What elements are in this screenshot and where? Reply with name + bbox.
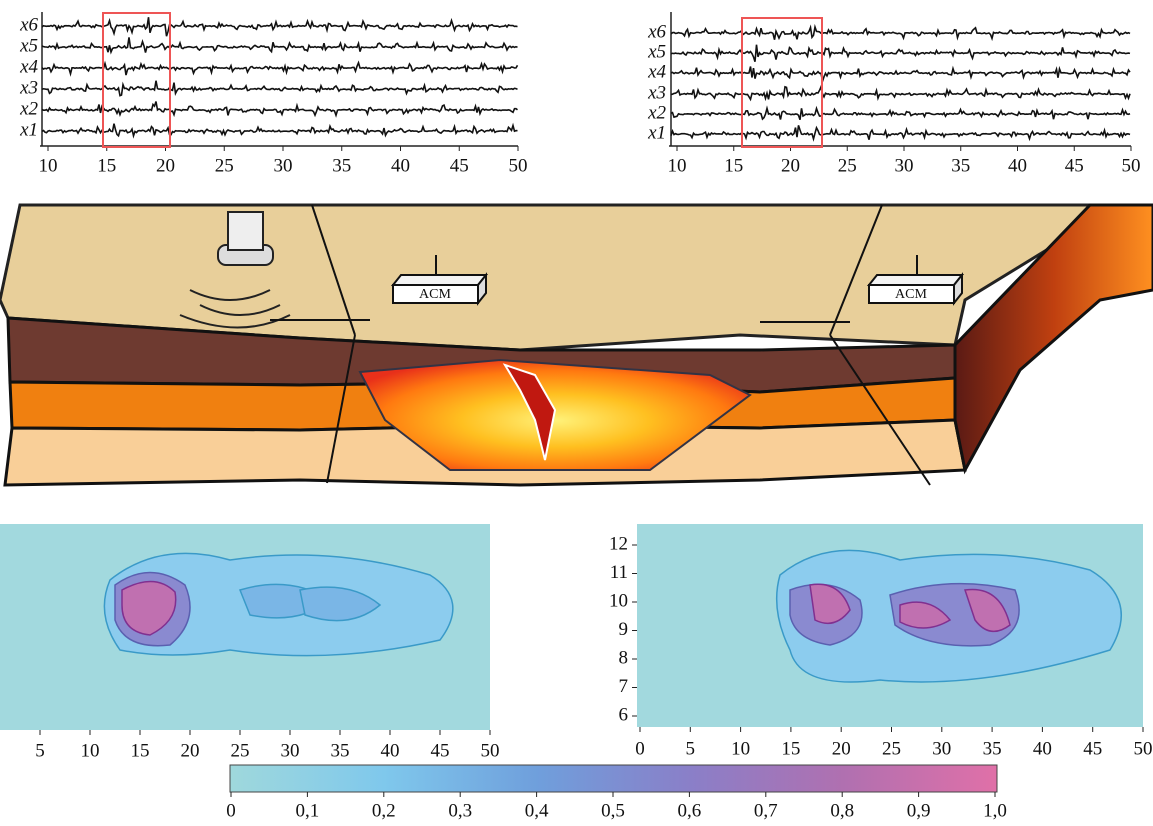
x-tick-label: 20 [156,155,175,176]
x-tick-label: 10 [668,155,687,176]
trace-label: x2 [647,102,666,123]
x-tick-label: 5 [35,740,45,761]
trace [42,81,518,96]
trace [42,63,518,75]
colorbar-label: 0,2 [372,800,396,821]
x-tick-label: 35 [331,740,350,761]
trace [671,125,1130,139]
x-tick-label: 15 [131,740,150,761]
trace [42,37,518,52]
x-tick-label: 20 [781,155,800,176]
x-tick-label: 25 [838,155,857,176]
trace [671,108,1130,120]
trace-label: x4 [647,61,666,82]
x-tick-label: 15 [97,155,116,176]
x-tick-label: 10 [81,740,100,761]
x-tick-label: 30 [932,738,951,759]
y-tick-label: 6 [619,704,629,725]
trace [42,124,518,136]
x-tick-label: 40 [391,155,410,176]
trace [671,45,1130,62]
trace-label: x6 [19,14,38,35]
x-tick-label: 30 [274,155,293,176]
cross-section: ACM ACM [0,205,1153,485]
trace-label: x5 [19,35,38,56]
x-tick-label: 50 [509,155,528,176]
x-tick-label: 50 [1122,155,1141,176]
colorbar-label: 0,6 [678,800,702,821]
x-tick-label: 20 [181,740,200,761]
x-tick-label: 45 [1083,738,1102,759]
station-label: ACM [895,287,927,302]
x-tick-label: 25 [231,740,250,761]
figure: ACM ACM 101520253035404550x6x5x4x3x2x110… [0,0,1153,826]
trace-label: x1 [19,119,38,140]
trace-label: x3 [647,82,666,103]
x-tick-label: 0 [635,738,645,759]
station-label: ACM [419,287,451,302]
x-tick-label: 15 [781,738,800,759]
x-tick-label: 40 [1033,738,1052,759]
y-tick-label: 8 [619,647,629,668]
x-tick-label: 50 [481,740,500,761]
colorbar [230,765,997,792]
x-tick-label: 30 [281,740,300,761]
x-tick-label: 25 [882,738,901,759]
x-tick-label: 10 [731,738,750,759]
trace-label: x4 [19,56,38,77]
x-tick-label: 5 [686,738,696,759]
x-tick-label: 35 [983,738,1002,759]
colorbar-label: 0,3 [448,800,472,821]
colorbar-label: 0,4 [525,800,549,821]
colorbar-label: 0 [226,800,236,821]
x-tick-label: 40 [381,740,400,761]
trace-label: x5 [647,41,666,62]
trace [671,67,1130,82]
trace-label: x6 [647,21,666,42]
trace [42,102,518,116]
x-tick-label: 10 [39,155,58,176]
colorbar-label: 0,8 [830,800,854,821]
colorbar-label: 0,9 [907,800,931,821]
x-tick-label: 30 [895,155,914,176]
colorbar-label: 0,7 [754,800,778,821]
y-tick-label: 11 [610,562,628,583]
y-tick-label: 12 [609,533,628,554]
trace-label: x3 [19,77,38,98]
trace [671,87,1130,100]
x-tick-label: 35 [951,155,970,176]
x-tick-label: 45 [1065,155,1084,176]
colorbar-label: 1,0 [983,800,1007,821]
colorbar-label: 0,5 [601,800,625,821]
x-tick-label: 45 [450,155,469,176]
y-tick-label: 7 [619,676,629,697]
trace [671,27,1130,40]
colorbar-label: 0,1 [296,800,320,821]
y-tick-label: 9 [619,619,629,640]
x-tick-label: 25 [215,155,234,176]
x-tick-label: 45 [431,740,450,761]
x-tick-label: 35 [332,155,351,176]
x-tick-label: 20 [832,738,851,759]
trace [42,17,518,36]
y-tick-label: 10 [609,590,628,611]
x-tick-label: 50 [1134,738,1153,759]
trace-label: x2 [19,98,38,119]
highlight-box [742,18,822,147]
trace-label: x1 [647,122,666,143]
x-tick-label: 15 [724,155,743,176]
x-tick-label: 40 [1008,155,1027,176]
